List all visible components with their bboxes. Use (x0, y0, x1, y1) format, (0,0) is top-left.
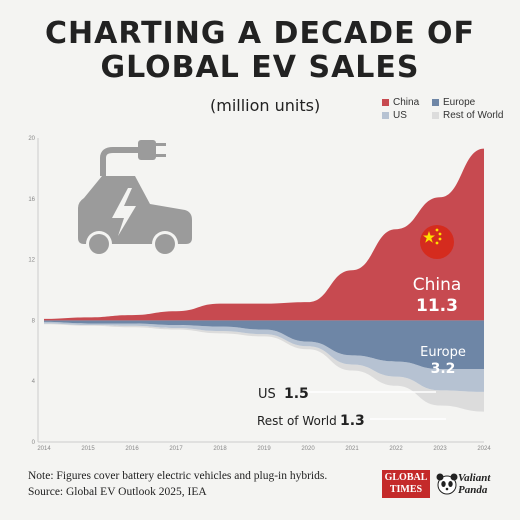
legend-label-us: US (393, 110, 407, 121)
x-tick-label: 2015 (81, 446, 95, 452)
chart-subtitle: (million units) (210, 96, 321, 115)
y-tick-label: 16 (28, 197, 35, 203)
legend-item-europe: Europe (432, 97, 475, 108)
annotation-row-value: 1.3 (340, 413, 365, 429)
y-tick-label: 4 (32, 379, 36, 385)
x-tick-label: 2022 (389, 446, 403, 452)
annotation-europe-value: 3.2 (431, 361, 456, 377)
annotation-row-label: Rest of World (257, 414, 337, 428)
x-tick-label: 2023 (433, 446, 447, 452)
x-tick-label: 2024 (477, 446, 491, 452)
legend-item-us: US (382, 110, 407, 121)
y-tick-label: 8 (32, 318, 36, 324)
annotation-us-label: US (258, 387, 276, 402)
legend-label-china: China (393, 97, 420, 108)
source-note: Source: Global EV Outlook 2025, IEA (28, 486, 207, 498)
legend-item-rest-of-world: Rest of World (432, 110, 503, 121)
legend-swatch-us (382, 112, 389, 119)
china-flag-icon (420, 225, 454, 259)
series-area-us (44, 321, 484, 392)
chart-layers (44, 148, 484, 412)
series-area-europe (44, 320, 484, 370)
x-axis: 2014 2015 2016 2017 2018 2019 2020 2021 2022 2023… (37, 441, 491, 452)
y-axis: 0 4 8 12 16 20 (28, 136, 39, 446)
panda-icon (436, 473, 458, 495)
annotation-us-value: 1.5 (284, 386, 309, 402)
legend-label-europe: Europe (443, 97, 476, 108)
x-tick-label: 2019 (257, 446, 271, 452)
x-tick-label: 2016 (125, 446, 139, 452)
x-tick-label: 2017 (169, 446, 183, 452)
legend-swatch-rest-of-world (432, 112, 439, 119)
x-tick-label: 2014 (37, 446, 51, 452)
chart-title-line2: GLOBAL EV SALES (100, 50, 420, 85)
series-area-china (44, 148, 484, 321)
y-tick-label: 0 (32, 440, 36, 446)
legend-item-china: China (382, 97, 419, 108)
legend-swatch-china (382, 99, 389, 106)
annotation-china-label: China (413, 275, 462, 295)
annotation-china-value: 11.3 (416, 296, 458, 316)
y-tick-label: 12 (28, 258, 35, 264)
x-tick-label: 2018 (213, 446, 227, 452)
electric-car-plug-icon (78, 140, 192, 257)
footnote: Note: Figures cover battery electric veh… (28, 470, 328, 482)
chart-title-line1: CHARTING A DECADE OF (44, 16, 476, 51)
legend-label-rest-of-world: Rest of World (443, 110, 504, 121)
global-times-logo: GLOBAL TIMES (382, 470, 430, 498)
x-tick-label: 2021 (345, 446, 359, 452)
valiant-panda-line2: Panda (458, 484, 488, 496)
valiant-panda-line1: Valiant (458, 472, 491, 484)
y-tick-label: 20 (28, 136, 35, 142)
series-area-rest-of-world (44, 323, 484, 412)
x-tick-label: 2020 (301, 446, 315, 452)
valiant-panda-logo: Valiant Panda (436, 470, 498, 500)
annotation-europe-label: Europe (420, 345, 466, 360)
legend-swatch-europe (432, 99, 439, 106)
